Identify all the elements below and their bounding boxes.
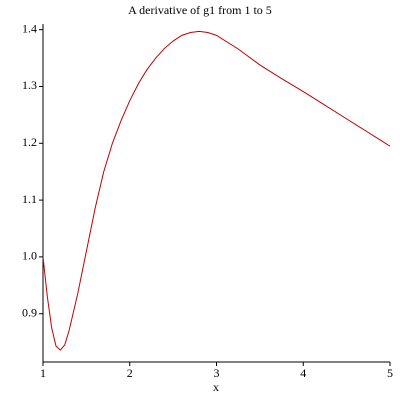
line-series xyxy=(42,30,391,351)
x-tick-label: 3 xyxy=(214,366,220,380)
chart-title: A derivative of g1 from 1 to 5 xyxy=(128,3,272,17)
y-tick-label: 1.2 xyxy=(22,135,37,149)
y-tick-label: 1.4 xyxy=(22,21,37,35)
x-tick-label: 5 xyxy=(387,366,393,380)
y-tick-label: 1.1 xyxy=(22,192,37,206)
x-tick-label: 4 xyxy=(300,366,306,380)
x-axis-label: x xyxy=(213,380,219,394)
x-tick-label: 1 xyxy=(40,366,46,380)
y-tick-label: 1.0 xyxy=(22,249,37,263)
x-tick-label: 2 xyxy=(127,366,133,380)
y-tick-label: 1.3 xyxy=(22,78,37,92)
y-tick-label: 0.9 xyxy=(22,305,37,319)
